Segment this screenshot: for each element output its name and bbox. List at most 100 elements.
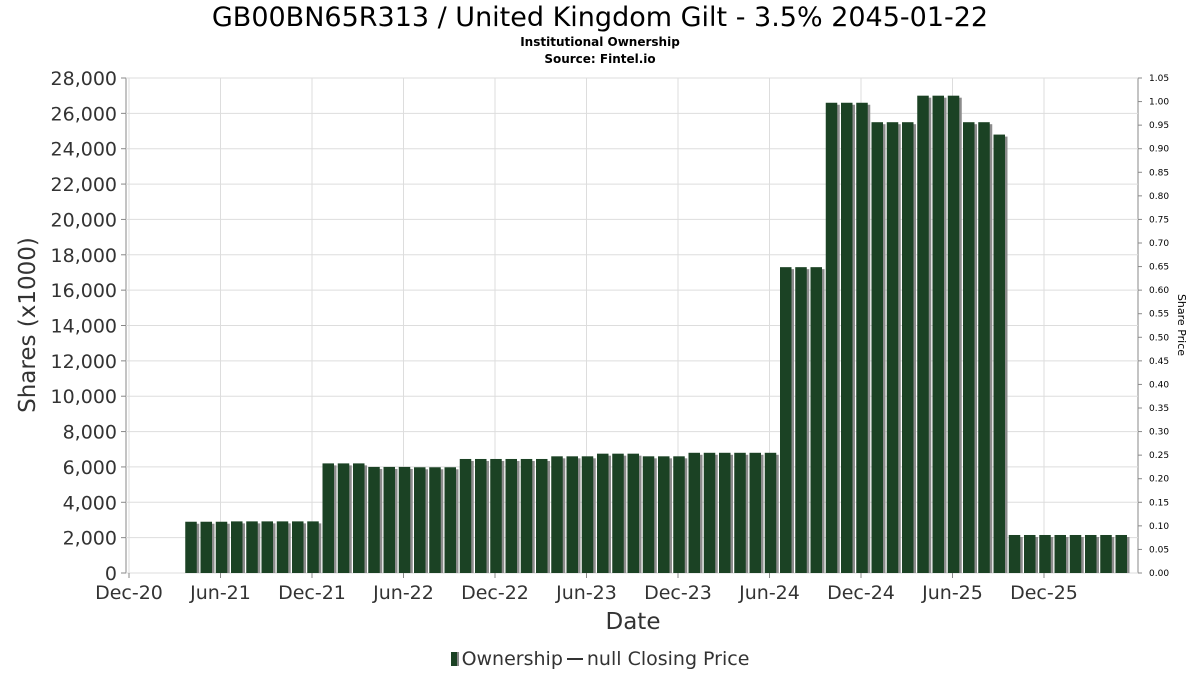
ownership-bar xyxy=(978,122,990,574)
ownership-bar xyxy=(566,456,578,573)
x-tick-label: Dec-24 xyxy=(827,582,895,604)
y2-axis-title: Share Price xyxy=(1175,294,1188,356)
ownership-bar xyxy=(429,467,441,573)
ownership-bar xyxy=(215,521,228,573)
ownership-legend-label: Ownership xyxy=(461,648,563,670)
ownership-bar xyxy=(276,521,289,573)
ownership-bar xyxy=(871,122,883,574)
x-tick-label: Jun-23 xyxy=(555,582,617,604)
chart-source: Source: Fintel.io xyxy=(544,52,656,66)
ownership-bar xyxy=(673,456,685,573)
chart-subtitle: Institutional Ownership xyxy=(520,35,680,49)
ownership-bar xyxy=(383,466,395,573)
y2-tick-label: 0.75 xyxy=(1149,215,1169,225)
ownership-bar xyxy=(627,453,639,573)
ownership-bar xyxy=(200,521,212,573)
ownership-bar xyxy=(841,102,853,573)
ownership-bar xyxy=(1039,534,1051,573)
y2-tick-label: 0.15 xyxy=(1149,498,1169,508)
price-legend-line xyxy=(566,658,583,660)
ownership-bar xyxy=(612,453,624,573)
y2-tick-label: 0.45 xyxy=(1149,357,1169,367)
ownership-bar xyxy=(1024,534,1036,573)
y2-tick-label: 0.05 xyxy=(1149,545,1169,555)
ownership-bar xyxy=(749,452,761,573)
x-tick-label: Dec-20 xyxy=(95,582,163,604)
y2-tick-label: 1.05 xyxy=(1149,74,1169,84)
ownership-bar xyxy=(810,267,822,573)
x-tick-label: Jun-22 xyxy=(372,582,434,604)
ownership-bar xyxy=(1054,534,1066,573)
ownership-bar xyxy=(368,466,380,573)
ownership-bar xyxy=(459,458,472,573)
y-tick-label: 26,000 xyxy=(51,103,117,125)
ownership-bar xyxy=(1069,534,1082,573)
y2-tick-label: 0.80 xyxy=(1149,192,1169,202)
y-tick-label: 24,000 xyxy=(51,139,117,161)
ownership-bar xyxy=(231,521,243,573)
chart-title: GB00BN65R313 / United Kingdom Gilt - 3.5… xyxy=(211,2,989,33)
ownership-bar xyxy=(902,122,914,574)
y2-tick-label: 0.70 xyxy=(1149,239,1169,249)
y2-tick-label: 0.90 xyxy=(1149,145,1169,155)
ownership-bar xyxy=(475,458,487,573)
ownership-bar xyxy=(353,463,365,573)
ownership-bar xyxy=(444,467,456,573)
y2-tick-label: 0.55 xyxy=(1149,310,1169,320)
y-tick-label: 8,000 xyxy=(63,422,117,444)
y-tick-label: 12,000 xyxy=(51,351,117,373)
y2-tick-label: 0.00 xyxy=(1149,569,1169,579)
y2-tick-label: 1.00 xyxy=(1149,98,1169,108)
ownership-bar xyxy=(703,452,716,573)
ownership-bar xyxy=(490,458,502,573)
y-tick-label: 2,000 xyxy=(63,528,117,550)
ownership-bar xyxy=(246,521,258,573)
ownership-bar xyxy=(688,452,700,573)
x-tick-label: Dec-25 xyxy=(1010,582,1078,604)
y2-tick-label: 0.40 xyxy=(1149,380,1169,390)
y2-tick-label: 0.60 xyxy=(1149,286,1169,296)
y2-tick-label: 0.35 xyxy=(1149,404,1169,414)
ownership-bar xyxy=(642,456,655,573)
ownership-bar xyxy=(597,453,609,573)
x-tick-label: Jun-21 xyxy=(189,582,251,604)
ownership-bar xyxy=(764,452,777,573)
y-tick-label: 14,000 xyxy=(51,316,117,338)
x-axis-title: Date xyxy=(606,609,661,635)
bar-series xyxy=(185,95,1130,574)
ownership-bar xyxy=(414,467,426,573)
y-tick-label: 4,000 xyxy=(63,492,117,514)
x-tick-label: Jun-24 xyxy=(738,582,800,604)
y-axis-title: Shares (x1000) xyxy=(15,237,41,413)
ownership-bar xyxy=(1085,534,1097,573)
ownership-bar xyxy=(185,521,197,573)
ownership-bar xyxy=(917,95,929,573)
ownership-bar xyxy=(993,134,1005,574)
ownership-bar xyxy=(780,267,792,573)
y2-tick-label: 0.10 xyxy=(1149,522,1169,532)
price-legend-label: null Closing Price xyxy=(586,648,750,670)
y-tick-label: 20,000 xyxy=(51,209,117,231)
x-tick-label: Dec-22 xyxy=(461,582,529,604)
ownership-bar xyxy=(261,521,273,573)
y-tick-label: 28,000 xyxy=(51,68,117,90)
ownership-bar xyxy=(292,521,304,573)
y2-tick-label: 0.25 xyxy=(1149,451,1169,461)
ownership-bar xyxy=(856,102,868,573)
x-tick-label: Jun-25 xyxy=(921,582,983,604)
y2-tick-label: 0.95 xyxy=(1149,121,1169,131)
y2-tick-label: 0.50 xyxy=(1149,333,1169,343)
ownership-bar xyxy=(505,458,517,573)
y2-tick-label: 0.85 xyxy=(1149,168,1169,178)
ownership-bar xyxy=(719,452,731,573)
ownership-bar xyxy=(551,456,563,573)
y-tick-label: 22,000 xyxy=(51,174,117,196)
y-tick-label: 16,000 xyxy=(51,280,117,302)
ownership-bar xyxy=(886,122,899,574)
y-tick-label: 10,000 xyxy=(51,386,117,408)
ownership-bar xyxy=(947,95,960,573)
x-tick-label: Dec-23 xyxy=(644,582,712,604)
y2-tick-label: 0.65 xyxy=(1149,263,1169,273)
ownership-bar xyxy=(658,456,670,573)
